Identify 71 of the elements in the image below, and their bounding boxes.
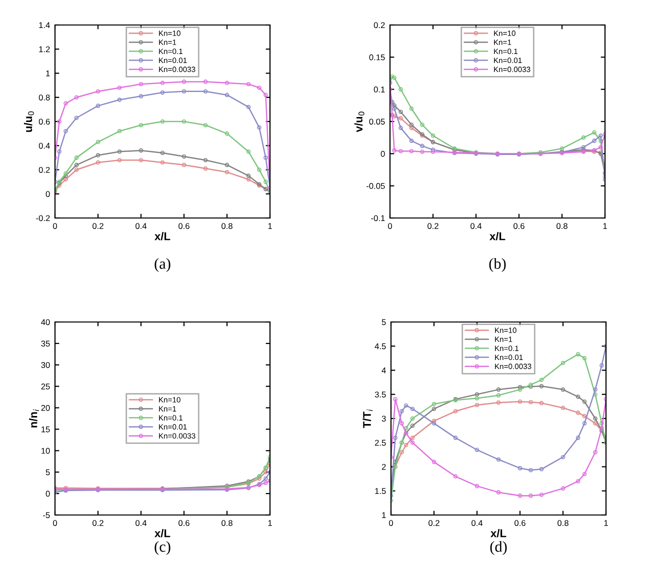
- y-tick-label: 0.1: [374, 86, 385, 92]
- y-tick-label: 25: [41, 384, 50, 390]
- x-tick-label: 1: [603, 223, 607, 229]
- y-tick-label: 40: [41, 319, 50, 326]
- y-tick-label: 20: [41, 404, 50, 411]
- y-tick-label: 1.4: [39, 22, 50, 28]
- x-tick-label: 0.2: [428, 520, 440, 526]
- y-tick-label: 0.2: [38, 166, 50, 173]
- x-tick-label: 0.8: [222, 520, 232, 526]
- y-tick-label: 0.6: [38, 118, 50, 125]
- x-axis-title: x/L: [154, 529, 170, 538]
- y-axis-title: v/u$_{0}$: [354, 112, 364, 132]
- x-tick-label: 0.8: [222, 223, 232, 229]
- y-tick-label: -0.1: [371, 215, 385, 222]
- y-tick-label: 30: [41, 362, 50, 368]
- x-tick-label: 0.4: [470, 223, 482, 229]
- y-tick-label: 10: [42, 448, 50, 454]
- y-tick-label: 1.5: [375, 488, 386, 494]
- text: (d): [490, 541, 507, 555]
- x-tick-label: 1: [604, 520, 608, 526]
- y-tick-label: 0.2: [374, 22, 385, 28]
- y-tick-label: 0.4: [38, 142, 50, 149]
- y-tick-label: 2.5: [374, 440, 386, 446]
- y-tick-label: 1: [382, 512, 386, 518]
- y-tick-label: 0: [380, 150, 385, 157]
- x-tick-label: 0.4: [136, 223, 147, 229]
- x-tick-label: 0.2: [92, 520, 104, 526]
- y-tick-label: -5: [43, 512, 50, 518]
- y-tick-label: 3.5: [374, 392, 386, 398]
- x-tick-label: 0.6: [514, 520, 526, 526]
- y-tick-label: 1: [46, 70, 50, 76]
- x-tick-label: 0.2: [92, 223, 104, 229]
- y-tick-label: -0.05: [366, 183, 385, 189]
- x-tick-label: 1: [268, 520, 272, 526]
- y-axis-title: u/u$_{0}$: [24, 111, 34, 132]
- x-axis-title: x/L: [490, 529, 506, 538]
- y-tick-label: 35: [41, 340, 50, 347]
- x-tick-label: 0.4: [136, 520, 147, 526]
- text: (b): [489, 258, 506, 272]
- text: (a): [154, 258, 170, 272]
- y-tick-label: 5: [382, 319, 386, 326]
- x-tick-label: 0.8: [558, 520, 568, 526]
- x-tick-label: 0.6: [178, 520, 190, 526]
- x-tick-label: 0: [53, 520, 57, 526]
- x-tick-label: 0.2: [428, 223, 438, 229]
- x-tick-label: 0.6: [514, 223, 524, 229]
- y-tick-label: 15: [42, 426, 50, 432]
- x-tick-label: 0.8: [556, 223, 568, 229]
- y-tick-label: 0.05: [369, 118, 385, 125]
- x-tick-label: 0.4: [472, 520, 483, 526]
- y-axis-title: T/T$_{i}$: [362, 409, 373, 428]
- x-axis-title: x/L: [490, 232, 506, 240]
- y-tick-label: 5: [46, 469, 50, 476]
- y-tick-label: 0.8: [38, 94, 50, 100]
- x-tick-label: 0: [53, 223, 57, 229]
- y-tick-label: 2: [382, 464, 386, 470]
- x-tick-label: 0.6: [178, 223, 190, 229]
- x-axis-title: x/L: [154, 232, 170, 240]
- x-tick-label: 1: [268, 223, 272, 229]
- y-tick-label: 4.5: [374, 343, 386, 350]
- y-tick-label: 3: [382, 416, 386, 422]
- x-tick-label: 0: [388, 223, 392, 229]
- y-axis-title: n/n$_{i}$: [29, 409, 39, 428]
- text: (c): [154, 541, 170, 555]
- x-tick-label: 0: [389, 520, 393, 526]
- y-tick-label: 0.15: [369, 54, 385, 60]
- y-tick-label: 0: [46, 490, 50, 497]
- y-tick-label: -0.2: [36, 215, 50, 222]
- y-tick-label: 1.2: [39, 46, 50, 52]
- y-tick-label: 0: [46, 191, 50, 197]
- y-tick-label: 4: [382, 368, 386, 374]
